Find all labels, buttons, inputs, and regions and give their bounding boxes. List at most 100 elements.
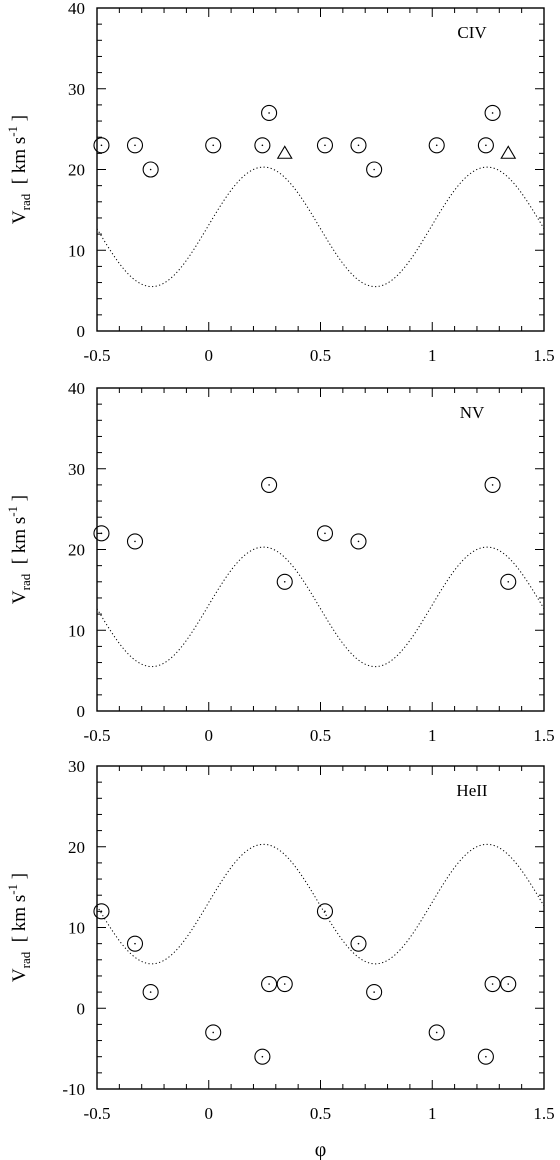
chart-panel-3: -0.5 0 0.5 1 1.5 -10 0 10 20 30 HeII Vrad [ km s-1 … — [5, 757, 555, 1160]
data-point-circle — [477, 137, 494, 154]
data-point-center — [435, 144, 438, 147]
data-point-center — [268, 112, 270, 114]
data-point-center — [100, 144, 103, 147]
data-point-circle — [316, 903, 334, 920]
panel-label: HeII — [456, 781, 487, 800]
data-point-circle — [366, 984, 383, 1001]
x-tick-label: 1.5 — [533, 346, 554, 365]
data-point-circle — [126, 137, 144, 154]
data-point-center — [134, 942, 136, 945]
data-point-center — [324, 910, 326, 913]
model-curve — [97, 166, 544, 288]
data-point-center — [324, 532, 326, 535]
data-point-center — [134, 540, 136, 543]
data-point-triangle — [500, 145, 517, 159]
data-point-circle — [261, 975, 278, 993]
data-point-circle — [350, 137, 367, 154]
x-tick-label: 1 — [428, 726, 437, 745]
data-point-circle — [350, 533, 367, 550]
data-point-center — [100, 532, 103, 535]
data-point-circle — [205, 137, 222, 154]
data-point-center — [357, 540, 360, 543]
data-point-circle — [500, 573, 517, 590]
x-tick-label: -0.5 — [84, 1104, 111, 1123]
data-point-circle — [484, 476, 501, 493]
y-axis-label: Vrad [ km s-1 ] — [5, 495, 33, 604]
data-point-circle — [276, 573, 293, 590]
y-tick-label: 20 — [68, 838, 85, 857]
data-point-center — [268, 484, 270, 486]
data-point-center — [485, 144, 487, 147]
y-tick-label: 20 — [68, 161, 85, 180]
panel-label: NV — [460, 403, 485, 422]
data-point-center — [149, 991, 152, 993]
x-tick-label: 0 — [205, 346, 214, 365]
data-point-center — [491, 484, 494, 486]
x-tick-label: -0.5 — [84, 346, 111, 365]
y-tick-label: 40 — [68, 0, 85, 18]
data-point-center — [507, 983, 510, 985]
data-point-circle — [126, 533, 144, 550]
data-point-center — [283, 983, 286, 985]
x-axis-label: φ — [315, 1139, 327, 1160]
data-point-center — [373, 991, 375, 993]
data-point-center — [435, 1031, 438, 1034]
data-point-circle — [142, 161, 159, 178]
data-point-center — [149, 168, 152, 171]
model-curve — [97, 546, 544, 668]
x-tick-label: 1.5 — [533, 726, 554, 745]
x-tick-label: 1 — [428, 1104, 437, 1123]
y-tick-label: 10 — [68, 241, 85, 260]
data-point-circle — [484, 104, 501, 122]
panel-label: CIV — [457, 23, 487, 42]
data-point-circle — [276, 975, 293, 993]
data-point-circle — [261, 104, 278, 122]
data-point-center — [261, 1055, 264, 1058]
data-point-center — [268, 983, 270, 985]
y-axis-label: Vrad [ km s-1 ] — [5, 115, 33, 224]
data-point-circle — [428, 1024, 445, 1041]
y-axis-label: Vrad [ km s-1 ] — [5, 873, 33, 982]
data-point-center — [212, 1031, 215, 1034]
data-point-center — [283, 581, 286, 583]
data-point-center — [491, 112, 494, 114]
data-point-center — [507, 581, 510, 583]
data-point-center — [100, 910, 103, 913]
data-point-circle — [254, 137, 271, 154]
data-point-circle — [484, 975, 501, 993]
data-point-circle — [316, 137, 334, 154]
x-tick-label: -0.5 — [84, 726, 111, 745]
y-tick-label: 30 — [68, 757, 85, 776]
data-point-circle — [254, 1048, 271, 1065]
data-point-circle — [93, 137, 110, 154]
data-point-circle — [366, 161, 383, 178]
y-tick-label: 0 — [77, 702, 86, 721]
data-point-center — [357, 144, 360, 147]
model-curve — [97, 843, 544, 965]
x-tick-label: 0.5 — [310, 1104, 331, 1123]
data-point-center — [134, 144, 136, 147]
x-tick-label: 0.5 — [310, 346, 331, 365]
plot-frame — [96, 765, 545, 1090]
y-tick-label: 0 — [77, 322, 86, 341]
data-point-center — [357, 942, 360, 945]
data-point-center — [324, 144, 326, 147]
data-point-circle — [428, 137, 445, 154]
data-point-center — [491, 983, 494, 985]
data-point-circle — [93, 903, 110, 920]
x-tick-label: 0 — [205, 726, 214, 745]
data-point-circle — [500, 975, 517, 993]
data-point-center — [373, 168, 375, 171]
x-tick-label: 0.5 — [310, 726, 331, 745]
y-tick-label: 10 — [68, 621, 85, 640]
chart-panel-2: -0.5 0 0.5 1 1.5 0 10 20 30 40 NV Vrad [ km s-1 ] — [5, 379, 555, 745]
x-tick-label: 1 — [428, 346, 437, 365]
y-tick-label: 40 — [68, 379, 85, 398]
x-tick-label: 1.5 — [533, 1104, 554, 1123]
y-tick-label: 30 — [68, 80, 85, 99]
data-point-circle — [126, 935, 144, 952]
y-tick-label: 20 — [68, 541, 85, 560]
data-point-circle — [477, 1048, 494, 1065]
data-point-circle — [261, 476, 278, 493]
